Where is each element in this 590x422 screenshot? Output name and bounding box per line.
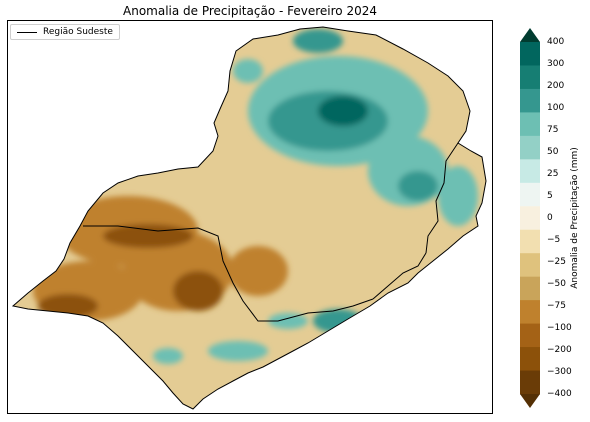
state-boundaries — [11, 26, 487, 410]
colorbar-tick-label: −200 — [547, 345, 572, 355]
very-dry-zone — [103, 224, 193, 248]
colorbar-extend-top — [520, 28, 540, 42]
colorbar-band — [520, 88, 540, 113]
map-title: Anomalia de Precipitação - Fevereiro 202… — [123, 4, 377, 18]
map-area — [7, 20, 493, 414]
colorbar-band — [520, 229, 540, 254]
colorbar-tick-label: 100 — [547, 103, 565, 113]
colorbar-tick-label: −25 — [547, 257, 566, 267]
southeast-outline — [11, 26, 487, 410]
colorbar-tick-label: 300 — [547, 59, 565, 69]
colorbar — [520, 28, 540, 408]
colorbar-band — [520, 112, 540, 137]
colorbar-band — [520, 182, 540, 207]
colorbar-tick-label: 200 — [547, 81, 565, 91]
anomaly-map — [11, 26, 487, 410]
colorbar-band — [520, 323, 540, 348]
colorbar-band — [520, 347, 540, 372]
colorbar-tick-label: −400 — [547, 389, 572, 399]
colorbar-tick-label: 50 — [547, 147, 559, 157]
wet-zone — [208, 341, 268, 361]
sp-mg-border — [83, 225, 374, 322]
colorbar-tick-label: 75 — [547, 125, 559, 135]
legend-label: Região Sudeste — [43, 27, 113, 37]
colorbar-band — [520, 300, 540, 325]
colorbar-band — [520, 253, 540, 278]
colorbar-band — [520, 65, 540, 90]
colorbar-band — [520, 276, 540, 301]
colorbar-band — [520, 159, 540, 184]
precipitation-field — [13, 27, 486, 409]
wet-zone — [268, 313, 308, 329]
es-mg-border — [425, 142, 459, 254]
wet-zone — [233, 59, 263, 83]
colorbar-tick-label: −50 — [547, 279, 566, 289]
very-dry-zone — [173, 271, 223, 311]
legend-line-swatch — [17, 31, 37, 33]
very-dry-zone — [38, 294, 98, 318]
wet-zone — [153, 348, 183, 364]
colorbar-tick-label: 5 — [547, 191, 553, 201]
colorbar-band — [520, 206, 540, 231]
colorbar-extend-bottom — [520, 394, 540, 408]
colorbar-label: Anomalia de Precipitação (mm) — [570, 147, 580, 289]
colorbar-tick-label: 400 — [547, 37, 565, 47]
colorbar-tick-label: 0 — [547, 213, 553, 223]
dry-zone — [228, 246, 288, 296]
colorbar-band — [520, 42, 540, 66]
wet-zone — [438, 166, 478, 226]
map-legend: Região Sudeste — [10, 24, 120, 40]
very-wet-zone — [398, 171, 438, 201]
colorbar-tick-label: −5 — [547, 235, 561, 245]
colorbar-tick-label: 25 — [547, 169, 559, 179]
colorbar-tick-label: −100 — [547, 323, 572, 333]
very-wet-zone — [313, 309, 363, 333]
colorbar-band — [520, 370, 540, 395]
extreme-wet-zone — [318, 96, 368, 126]
colorbar-band — [520, 135, 540, 160]
colorbar-bands — [520, 28, 540, 408]
colorbar-tick-label: −75 — [547, 301, 566, 311]
colorbar-tick-label: −300 — [547, 367, 572, 377]
rj-mg-border — [372, 252, 427, 300]
very-wet-zone — [293, 29, 343, 53]
